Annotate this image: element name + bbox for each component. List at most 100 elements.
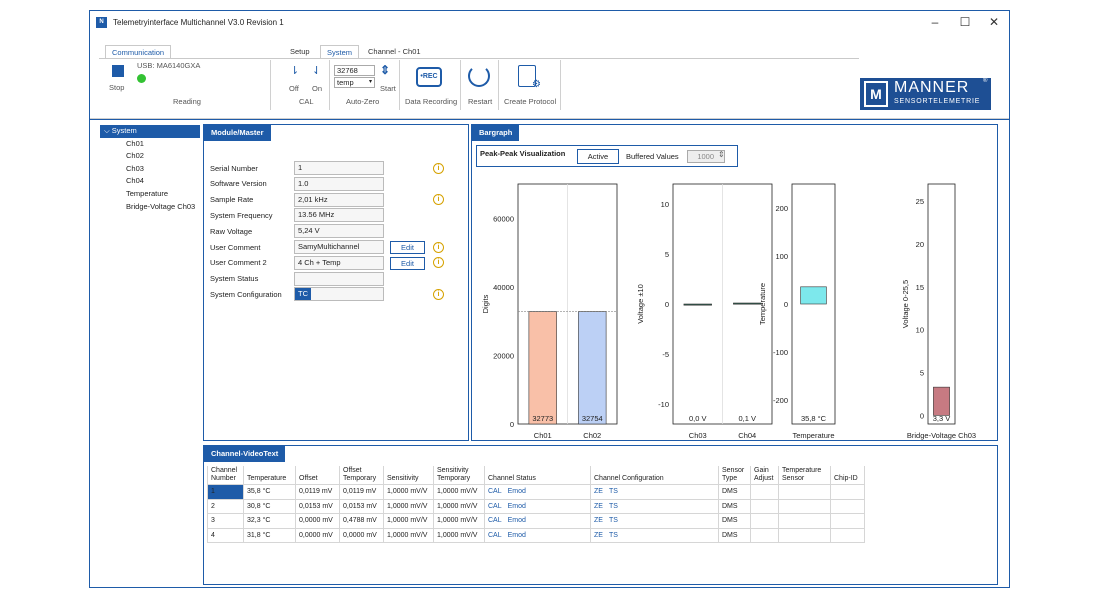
field-value[interactable] (294, 271, 384, 286)
column-header[interactable]: Chip-ID (830, 466, 865, 485)
autozero-icon[interactable]: ⇕ (380, 63, 391, 77)
table-cell: ZE TS (590, 484, 719, 500)
column-header[interactable]: Sensor Type (718, 466, 751, 485)
field-label: User Comment 2 (210, 258, 267, 268)
column-header[interactable]: Channel Status (484, 466, 591, 485)
column-header[interactable]: Temperature (243, 466, 296, 485)
info-icon[interactable]: i (433, 288, 444, 300)
field-value[interactable]: 5,24 V (294, 224, 384, 239)
tree-item-bridge-voltage[interactable]: Bridge-Voltage Ch03 (126, 201, 196, 211)
status-link[interactable]: TS (608, 488, 618, 496)
tree-item-temperature[interactable]: Temperature (126, 188, 169, 198)
field-value[interactable]: SamyMultichannel (294, 240, 384, 254)
status-link[interactable]: TS (608, 502, 618, 510)
status-link[interactable]: TS (608, 517, 618, 525)
table-cell: CAL Emod (484, 484, 591, 500)
plot-frame (927, 183, 956, 425)
field-row: Serial Number 1 (210, 161, 384, 175)
column-header[interactable]: Gain Adjust (750, 466, 779, 485)
bar (733, 302, 762, 305)
tree-item-ch01[interactable]: Ch01 (126, 138, 144, 148)
logo-subtitle: SENSORTELEMETRIE (894, 98, 981, 105)
status-link[interactable]: Emod (507, 532, 526, 540)
status-link[interactable]: CAL (488, 502, 502, 510)
column-header[interactable]: Offset (295, 466, 340, 485)
stop-icon[interactable] (112, 65, 124, 77)
restart-icon[interactable] (468, 65, 490, 87)
y-tick-label: 0 (510, 420, 514, 429)
buffered-values-input[interactable]: 1000 (687, 150, 725, 163)
tab-communication[interactable]: Communication (105, 45, 172, 58)
table-cell: 0,0000 mV (295, 513, 340, 529)
tree-item-ch02[interactable]: Ch02 (126, 151, 144, 161)
field-row: Raw Voltage 5,24 V (210, 224, 384, 239)
ribbon: Communication Setup System Channel - Ch0… (90, 33, 1009, 119)
column-header[interactable]: Channel Number (207, 466, 244, 485)
info-icon[interactable]: i (433, 241, 444, 253)
table-row[interactable]: 3 32,3 °C 0,0000 mV 0,4788 mV 1,0000 mV/V 1,0… (207, 513, 865, 529)
tab-channel[interactable]: Channel - Ch01 (368, 47, 421, 56)
tree-item-ch04[interactable]: Ch04 (126, 176, 144, 186)
table-cell (830, 513, 865, 529)
table-row[interactable]: 2 30,8 °C 0,0153 mV 0,0153 mV 1,0000 mV/V 1,0… (207, 498, 865, 515)
autozero-mode-select[interactable]: temp ▾ (334, 77, 375, 88)
create-protocol-icon[interactable]: ⚙ (518, 65, 541, 90)
column-header[interactable]: Sensitivity Temporary (433, 466, 485, 485)
field-value[interactable]: 1.0 (294, 176, 384, 191)
tree-item-system[interactable]: ⌵ System (100, 125, 200, 138)
field-value[interactable]: 2,01 kHz (294, 192, 384, 207)
status-link[interactable]: Emod (507, 517, 526, 525)
status-link[interactable]: Emod (507, 502, 526, 510)
window-title: Telemetryinterface Multichannel V3.0 Rev… (113, 17, 284, 27)
tree-item-ch03[interactable]: Ch03 (126, 163, 144, 173)
field-row: System Status (210, 271, 384, 286)
info-icon[interactable]: i (433, 194, 444, 206)
tab-setup[interactable]: Setup (290, 47, 310, 56)
restart-label: Restart (468, 97, 493, 106)
status-link[interactable]: ZE (594, 532, 603, 540)
table-cell: 0,0119 mV (339, 484, 384, 500)
column-header[interactable]: Offset Temporary (339, 466, 384, 485)
category-label: Bridge-Voltage Ch03 (907, 431, 976, 440)
info-icon[interactable]: i (433, 257, 444, 269)
table-row[interactable]: 1 35,8 °C 0,0119 mV 0,0119 mV 1,0000 mV/V 1,0… (207, 484, 865, 500)
status-link[interactable]: Emod (507, 488, 526, 496)
status-link[interactable]: ZE (594, 517, 603, 525)
info-icon[interactable]: i (433, 162, 444, 174)
minimize-button[interactable]: – (931, 15, 939, 29)
edit-button[interactable]: Edit (390, 241, 425, 254)
table-cell: 0,0000 mV (339, 527, 384, 544)
active-button[interactable]: Active (577, 149, 619, 164)
bargraph-title: Bargraph (472, 125, 520, 141)
field-value[interactable]: 4 Ch + Temp (294, 255, 384, 270)
tab-system[interactable]: System (320, 45, 360, 58)
status-link[interactable]: CAL (488, 532, 502, 540)
table-cell: 32,3 °C (243, 513, 296, 529)
field-value[interactable]: TC (294, 287, 384, 302)
status-link[interactable]: TS (608, 532, 618, 540)
status-link[interactable]: CAL (488, 517, 502, 525)
cal-on-icon[interactable]: ⇃ (312, 65, 322, 77)
column-header[interactable]: Temperature Sensor (778, 466, 831, 485)
field-value[interactable]: 13.56 MHz (294, 208, 384, 223)
status-link[interactable]: ZE (594, 502, 603, 510)
status-link[interactable]: ZE (594, 488, 603, 496)
table-row[interactable]: 4 31,8 °C 0,0000 mV 0,0000 mV 1,0000 mV/V 1,0… (207, 527, 865, 544)
field-value[interactable]: 1 (294, 161, 384, 175)
data-recording-label: Data Recording (405, 97, 458, 106)
cal-off-icon[interactable]: ⇂ (290, 65, 300, 77)
column-header[interactable]: Channel Configuration (590, 466, 719, 485)
maximize-button[interactable]: ☐ (959, 15, 971, 29)
table-cell: DMS (718, 527, 751, 544)
y-axis-label: Voltage 0-25,5 (901, 280, 910, 328)
field-row: User Comment SamyMultichannel (210, 240, 384, 254)
separator (329, 60, 330, 110)
record-icon[interactable]: •REC (416, 67, 442, 87)
edit-button[interactable]: Edit (390, 256, 425, 270)
status-link[interactable]: CAL (488, 488, 502, 496)
y-tick-label: 100 (775, 252, 788, 261)
autozero-value-field[interactable]: 32768 (334, 65, 375, 76)
spinner-icon[interactable]: ⇕ (718, 150, 725, 159)
close-button[interactable]: ✕ (988, 15, 1000, 29)
column-header[interactable]: Sensitivity (383, 466, 434, 485)
